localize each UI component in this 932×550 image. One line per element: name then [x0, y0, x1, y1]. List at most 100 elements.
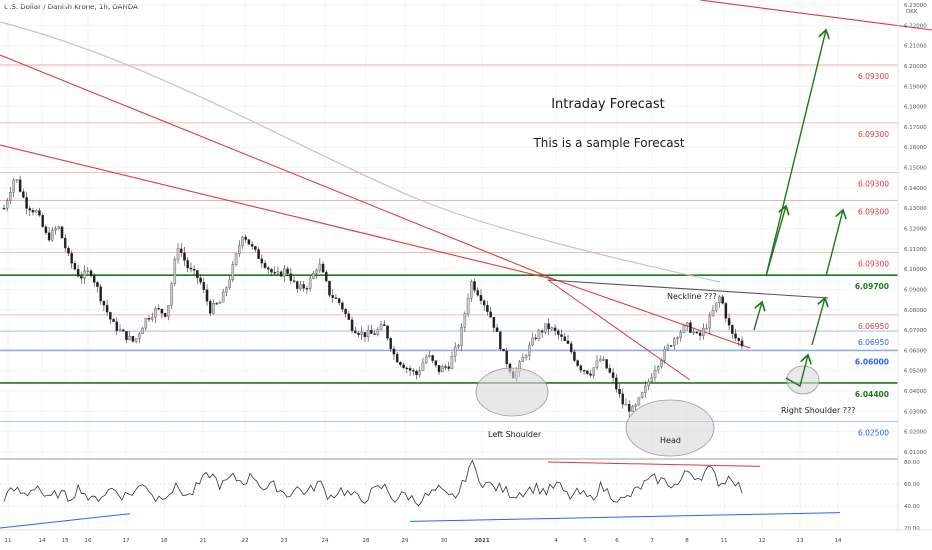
- candle-body: [257, 249, 260, 259]
- candle-body: [473, 281, 476, 291]
- time-tick-label: 13: [797, 538, 804, 544]
- candle-body: [708, 315, 712, 329]
- candle-body: [702, 327, 705, 336]
- price-tick-label: 6.01000: [904, 450, 927, 456]
- time-tick-label: 14: [39, 538, 46, 544]
- level-label: 6.09300: [858, 259, 889, 268]
- candle-body: [534, 337, 537, 340]
- time-tick-label: 18: [161, 538, 168, 544]
- candle-body: [540, 330, 544, 333]
- candle-body: [453, 346, 457, 357]
- candle-body: [705, 327, 708, 330]
- candle-body: [695, 331, 699, 334]
- candle-body: [147, 318, 151, 320]
- rsi-trend-blue-left: [0, 513, 131, 529]
- candle-body: [379, 324, 383, 330]
- candle-body: [444, 366, 447, 368]
- candle-body: [598, 359, 602, 362]
- trendline-red-descending: [0, 144, 557, 281]
- candle-body: [457, 345, 460, 348]
- candle-body: [292, 280, 296, 282]
- price-tick-label: 6.07000: [904, 328, 927, 334]
- price-tick-label: 6.16000: [904, 145, 927, 151]
- candle-body: [51, 229, 54, 241]
- arrow-shoulder-up: [811, 298, 825, 346]
- candle-body: [502, 348, 505, 352]
- price-tick-label: 6.22000: [904, 23, 927, 29]
- candle-body: [660, 360, 663, 367]
- candle-body: [602, 359, 605, 361]
- candle-body: [144, 318, 148, 329]
- candle-body: [202, 282, 206, 290]
- price-tick-label: 6.08000: [904, 308, 927, 314]
- candle-body: [634, 404, 637, 407]
- neckline-label: Neckline ???: [667, 292, 717, 301]
- candle-body: [325, 272, 328, 282]
- time-tick-label: 11: [721, 538, 728, 544]
- price-tick-label: 6.14000: [904, 186, 927, 192]
- candle-body: [70, 253, 73, 264]
- level-label: 6.09300: [858, 207, 889, 216]
- candle-body: [421, 362, 425, 371]
- candle-body: [714, 302, 718, 311]
- candle-body: [447, 366, 450, 369]
- horizontal-levels: [0, 64, 898, 422]
- candle-body: [376, 329, 380, 335]
- candle-body: [186, 260, 189, 269]
- candle-body: [109, 312, 112, 320]
- candle-body: [354, 330, 357, 334]
- candle-body: [412, 370, 415, 372]
- candle-body: [96, 282, 99, 287]
- price-tick-label: 6.17000: [904, 125, 927, 131]
- candle-body: [528, 344, 531, 356]
- candle-body: [183, 252, 186, 261]
- price-tick-label: 6.09000: [904, 287, 927, 293]
- candle-body: [105, 304, 109, 313]
- price-axis[interactable]: DKK 6.01000 6.02000 6.03000 6.04000 6.05000 6.…: [897, 0, 927, 530]
- candle-body: [176, 248, 180, 260]
- candle-body: [296, 281, 299, 289]
- candle-body: [305, 288, 309, 290]
- candle-body: [173, 259, 177, 285]
- candle-body: [431, 355, 434, 361]
- candle-body: [653, 369, 657, 378]
- candle-body: [134, 338, 138, 342]
- candle-body: [218, 302, 222, 304]
- candle-body: [279, 271, 283, 277]
- candle-body: [170, 283, 173, 306]
- annotations: Intraday Forecast This is a sample Forec…: [488, 97, 856, 445]
- candle-body: [141, 327, 144, 335]
- candle-body: [450, 356, 454, 369]
- forecast-subtitle: This is a sample Forecast: [532, 136, 684, 150]
- candle-body: [666, 345, 670, 350]
- level-label: 6.09300: [858, 180, 889, 189]
- candle-body: [682, 325, 686, 333]
- candle-body: [138, 333, 141, 339]
- candle-body: [656, 366, 660, 371]
- candle-body: [160, 308, 164, 314]
- price-tick-label: 6.11000: [904, 247, 927, 253]
- candle-body: [724, 303, 728, 319]
- candle-body: [331, 295, 334, 298]
- candle-body: [576, 360, 579, 366]
- candle-body: [76, 268, 80, 277]
- candle-body: [18, 179, 22, 192]
- candle-body: [205, 289, 209, 302]
- candle-body: [492, 317, 496, 328]
- candle-body: [434, 360, 438, 366]
- time-tick-label: 8: [685, 538, 689, 544]
- time-tick-label: 15: [62, 538, 69, 544]
- candle-body: [392, 348, 396, 355]
- time-tick-label: 11: [5, 538, 12, 544]
- candle-body: [424, 356, 428, 364]
- time-tick-label: 5: [583, 538, 587, 544]
- candle-body: [521, 357, 525, 362]
- time-axis[interactable]: 11 14 15 16 17 18 21 22 23 24 28 29 30 2021 4 5 6 7 8 11 12 1…: [0, 529, 932, 544]
- time-tick-label: 17: [123, 538, 130, 544]
- candle-body: [676, 337, 679, 339]
- price-tick-label: 6.03000: [904, 409, 927, 415]
- candle-body: [721, 296, 724, 304]
- left-shoulder-label: Left Shoulder: [488, 430, 542, 439]
- candle-body: [737, 338, 741, 341]
